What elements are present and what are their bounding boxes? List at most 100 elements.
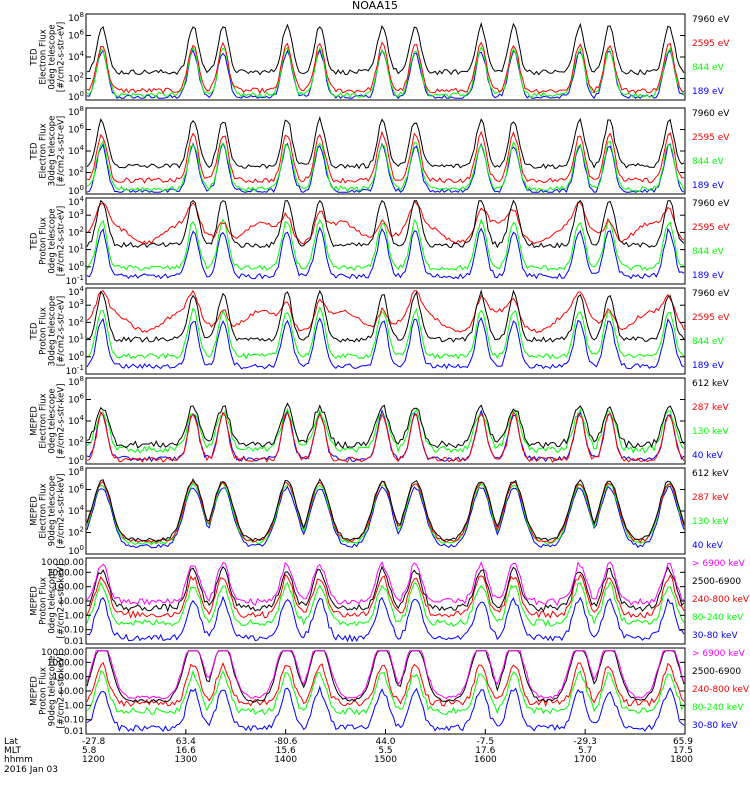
y-tick-label: 10000.00	[41, 558, 84, 568]
series-line-287-kev	[86, 411, 685, 464]
x-tick-label-mlt: 5.8	[82, 746, 97, 756]
legend-entry: 80-240 keV	[692, 703, 744, 713]
legend-entry: 2595 eV	[692, 39, 730, 49]
x-tick-label-hhmm: 1800	[670, 755, 693, 765]
series-line-40-kev	[86, 485, 685, 549]
x-tick-label-hhmm: 1300	[174, 755, 197, 765]
y-tick-label: 10-1	[66, 364, 84, 377]
legend-entry: 189 eV	[692, 361, 725, 371]
legend-entry: 2500-6900	[692, 667, 741, 677]
y-tick-label: 10.00	[58, 597, 84, 607]
y-tick-label: 104	[68, 50, 84, 63]
x-tick-label-mlt: 17.6	[475, 746, 495, 756]
x-tick-label-hhmm: 1400	[274, 755, 297, 765]
legend-entry: 40 keV	[692, 541, 724, 551]
y-tick-label: 108	[68, 105, 84, 118]
x-tick-label-lat: 65.9	[673, 737, 693, 747]
series-line-130-kev	[86, 407, 685, 454]
y-tick-label: 102	[68, 315, 84, 328]
y-tick-label: 102	[68, 526, 84, 539]
chart-title: NOAA15	[351, 0, 399, 12]
y-tick-label: 100.00	[53, 583, 85, 593]
series-line-2500-6900	[86, 565, 685, 613]
legend-entry: 7960 eV	[692, 15, 730, 25]
series-line-7960-ev	[86, 199, 685, 249]
panel-frame	[85, 647, 686, 735]
x-tick-label-lat: -29.3	[574, 737, 597, 747]
x-tick-label-lat: -27.8	[82, 737, 106, 747]
legend-entry: 2595 eV	[692, 223, 730, 233]
x-row-label: Lat	[4, 737, 19, 747]
x-tick-label-lat: -80.6	[274, 737, 298, 747]
x-tick-label-mlt: 5.7	[578, 746, 592, 756]
y-tick-label: 106	[68, 393, 84, 406]
legend-entry: 130 keV	[692, 517, 729, 527]
legend-entry: 40 keV	[692, 451, 724, 461]
series-line-2595-ev	[86, 289, 685, 334]
y-axis-label: MEPEDProton Flux90deg telescope[#/cm2-s-…	[30, 654, 67, 729]
y-tick-label: 104	[68, 144, 84, 157]
legend-entry: 612 keV	[692, 469, 729, 479]
series-line-844-ev	[86, 45, 685, 99]
legend-entry: 189 eV	[692, 87, 725, 97]
series-line-189-ev	[86, 316, 685, 370]
series-line-844-ev	[86, 218, 685, 272]
panel-frame	[85, 557, 686, 645]
series-line-80-240-kev	[86, 669, 685, 716]
legend-entry: 2595 eV	[692, 313, 730, 323]
y-tick-label: 108	[68, 465, 84, 478]
y-tick-label: 104	[68, 195, 84, 208]
y-tick-label: 106	[68, 29, 84, 42]
series-line-2595-ev	[86, 199, 685, 245]
y-tick-label: 104	[68, 285, 84, 298]
y-tick-label: 106	[68, 123, 84, 136]
legend-entry: 189 eV	[692, 271, 725, 281]
x-tick-label-lat: 63.4	[176, 737, 196, 747]
legend-entry: 287 keV	[692, 493, 729, 503]
x-tick-label-mlt: 15.6	[276, 746, 296, 756]
x-tick-label-mlt: 16.6	[176, 746, 196, 756]
y-tick-label: 102	[68, 436, 84, 449]
legend-entry: 7960 eV	[692, 289, 730, 299]
y-tick-label: 102	[68, 166, 84, 179]
y-tick-label: 103	[68, 208, 84, 221]
x-tick-label-hhmm: 1500	[374, 755, 397, 765]
series-line-80-240-kev	[86, 581, 685, 627]
legend-entry: 240-800 keV	[692, 685, 750, 695]
legend-entry: 844 eV	[692, 157, 725, 167]
series-line-240-800-kev	[86, 573, 685, 619]
y-tick-label: 108	[68, 11, 84, 24]
y-tick-label: 0.10	[64, 626, 84, 636]
y-axis-label: TEDElectron Flux30deg telescope[#/cm2-s-…	[30, 116, 67, 187]
series-line-612-kev	[86, 402, 685, 449]
y-tick-label: 104	[68, 504, 84, 517]
y-tick-label: 100	[68, 544, 84, 557]
legend-entry: 189 eV	[692, 181, 725, 191]
y-tick-label: 100	[68, 454, 84, 467]
x-row-label: MLT	[4, 746, 22, 756]
y-tick-label: 102	[68, 225, 84, 238]
legend-entry: 130 keV	[692, 427, 729, 437]
series-line-240-800-kev	[86, 661, 685, 708]
y-tick-label: 101	[68, 243, 84, 256]
legend-entry: 844 eV	[692, 247, 725, 257]
y-axis-label: TEDProton Flux0deg telescope[#/cm2-s-str…	[30, 206, 67, 276]
series-line-844-ev	[86, 140, 685, 193]
y-tick-label: 0.01	[64, 637, 84, 647]
legend-entry: 2595 eV	[692, 133, 730, 143]
panel-frame	[85, 197, 686, 285]
x-tick-label-mlt: 5.5	[378, 746, 392, 756]
y-tick-label: 0.01	[64, 727, 84, 737]
x-tick-label-hhmm: 1600	[474, 755, 497, 765]
y-tick-label: 108	[68, 375, 84, 388]
y-tick-label: 1000.00	[47, 568, 84, 578]
series-line-2595-ev	[86, 41, 685, 95]
x-tick-label-lat: 44.0	[375, 737, 395, 747]
y-tick-label: 10.00	[58, 687, 84, 697]
legend-entry: > 6900 keV	[692, 559, 746, 569]
y-tick-label: 10-1	[66, 274, 84, 287]
series-line-844-ev	[86, 306, 685, 360]
y-tick-label: 104	[68, 414, 84, 427]
y-tick-label: 1.00	[64, 701, 84, 711]
